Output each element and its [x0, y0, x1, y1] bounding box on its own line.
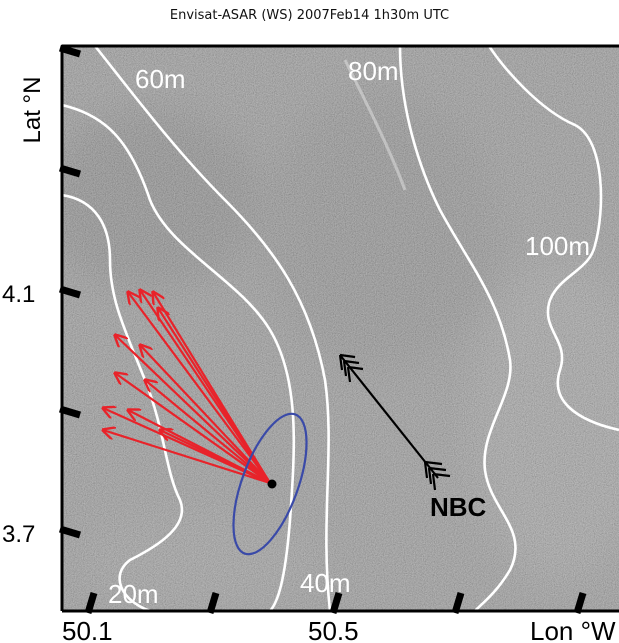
vector-arrow	[103, 430, 271, 485]
isobath-40m	[62, 103, 296, 611]
isobath-60m	[93, 46, 332, 611]
vector-arrow	[115, 373, 271, 484]
isobath-label-60m: 60m	[135, 64, 186, 94]
vector-arrow	[128, 292, 271, 484]
sar-image	[62, 46, 619, 611]
y-tick-label: 3.7	[2, 521, 35, 548]
isobath-80m	[398, 46, 517, 611]
nbc-label: NBC	[430, 492, 487, 522]
y-axis-label: Lat °N	[19, 77, 46, 144]
isobath-label-20m: 20m	[108, 579, 159, 609]
origin-point	[267, 479, 277, 489]
x-axis-label: Lon °W	[530, 616, 616, 643]
vector-arrow	[140, 345, 271, 484]
isobath-label-100m: 100m	[525, 231, 590, 261]
vector-arrow	[160, 430, 271, 484]
y-tick-label: 4.1	[2, 281, 35, 308]
vector-arrow	[115, 335, 271, 484]
uncertainty-ellipse	[232, 412, 308, 556]
x-tick-label: 50.1	[62, 616, 113, 643]
isobath-label-40m: 40m	[300, 568, 351, 598]
map-frame	[58, 44, 619, 615]
image-title: Envisat-ASAR (WS) 2007Feb14 1h30m UTC	[169, 8, 450, 23]
x-tick-label: 50.5	[308, 616, 359, 643]
isobath-label-80m: 80m	[348, 56, 399, 86]
isobath-100m	[487, 46, 619, 432]
nbc-current-arrow	[338, 353, 451, 491]
velocity-vectors	[103, 290, 271, 485]
vector-arrow	[145, 380, 271, 484]
